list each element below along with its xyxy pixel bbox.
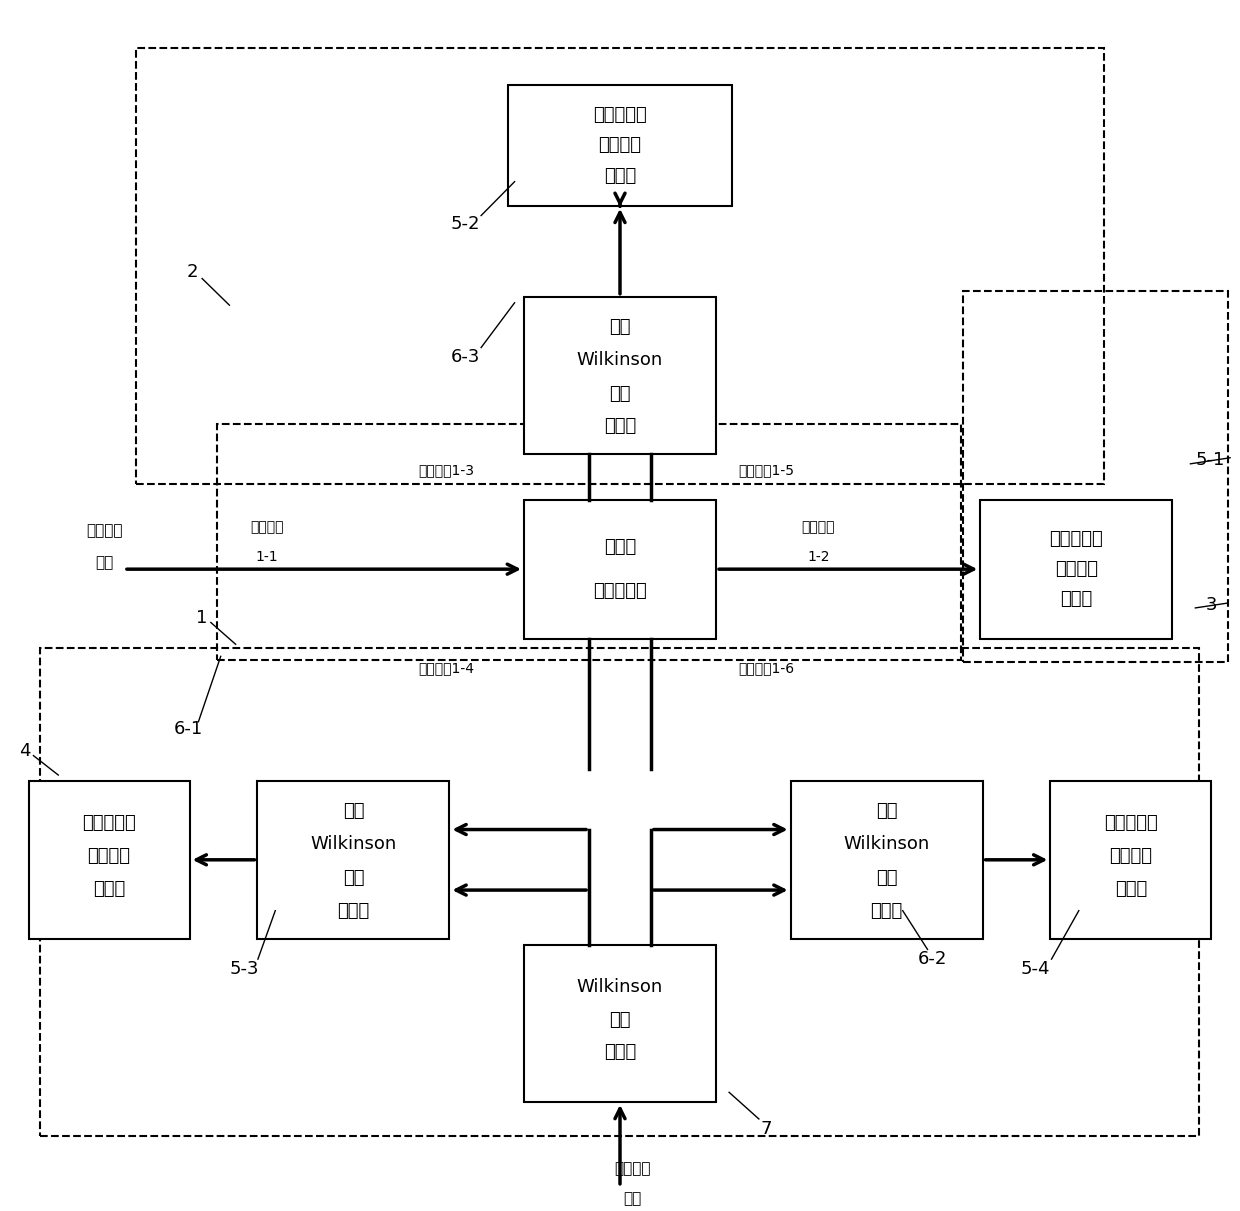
Text: 第三端口1-3: 第三端口1-3: [418, 463, 475, 477]
Text: 输入: 输入: [624, 1192, 641, 1206]
Text: Wilkinson: Wilkinson: [843, 836, 930, 853]
Bar: [257, 781, 449, 939]
Text: 第一端口: 第一端口: [249, 520, 284, 534]
Text: 第六端口1-6: 第六端口1-6: [738, 661, 795, 676]
Text: 5-2: 5-2: [450, 216, 480, 233]
Bar: [40, 648, 1199, 1136]
Text: 1: 1: [196, 609, 208, 626]
Text: 第三: 第三: [609, 318, 631, 335]
Text: 7: 7: [760, 1120, 773, 1137]
Text: 参考信号: 参考信号: [614, 1161, 651, 1176]
Bar: [136, 48, 1104, 484]
Text: 功率: 功率: [609, 1011, 631, 1028]
Text: 微波功率: 微波功率: [599, 137, 641, 154]
Text: 5-4: 5-4: [1021, 960, 1050, 977]
Text: 功率: 功率: [609, 385, 631, 402]
Text: 第五端口1-5: 第五端口1-5: [738, 463, 795, 477]
Text: 传感器: 传感器: [1060, 591, 1092, 608]
Text: 传感器: 传感器: [604, 167, 636, 184]
Text: 待测信号: 待测信号: [86, 523, 123, 538]
Text: 第三间接式: 第三间接式: [82, 815, 136, 832]
Bar: [508, 85, 732, 206]
Text: 第一间接式: 第一间接式: [1049, 530, 1104, 547]
Text: 6-2: 6-2: [918, 951, 947, 968]
Text: 微波功率: 微波功率: [88, 848, 130, 865]
Bar: [523, 945, 717, 1102]
Text: 微波功率: 微波功率: [1110, 848, 1152, 865]
Text: 第四间接式: 第四间接式: [1104, 815, 1158, 832]
Bar: [523, 500, 717, 639]
Text: 第一: 第一: [342, 803, 365, 820]
Bar: [29, 781, 190, 939]
Text: Wilkinson: Wilkinson: [310, 836, 397, 853]
Text: Wilkinson: Wilkinson: [577, 351, 663, 368]
Text: 第二间接式: 第二间接式: [593, 107, 647, 124]
Text: 第二: 第二: [875, 803, 898, 820]
Text: 合成器: 合成器: [870, 902, 903, 919]
Text: 缝隙耦合器: 缝隙耦合器: [593, 582, 647, 599]
Text: 传感器: 传感器: [93, 880, 125, 897]
Text: 2: 2: [186, 264, 198, 281]
Bar: [963, 291, 1228, 662]
Text: 1-2: 1-2: [807, 550, 830, 564]
Text: 6-3: 6-3: [450, 349, 480, 366]
Bar: [791, 781, 982, 939]
Text: 六端口: 六端口: [604, 539, 636, 556]
Text: 传感器: 传感器: [1115, 880, 1147, 897]
Text: 微波功率: 微波功率: [1055, 561, 1097, 578]
Text: 5-3: 5-3: [229, 960, 259, 977]
Text: Wilkinson: Wilkinson: [577, 978, 663, 995]
Text: 合成器: 合成器: [337, 902, 370, 919]
Text: 功率: 功率: [875, 869, 898, 886]
Text: 合成器: 合成器: [604, 418, 636, 435]
Bar: [980, 500, 1173, 639]
Text: 第二端口: 第二端口: [801, 520, 836, 534]
Text: 4: 4: [19, 742, 31, 759]
Text: 输入: 输入: [95, 556, 113, 570]
Text: 第四端口1-4: 第四端口1-4: [418, 661, 475, 676]
Text: 功率: 功率: [342, 869, 365, 886]
Text: 5-1: 5-1: [1195, 452, 1225, 469]
Text: 分配器: 分配器: [604, 1044, 636, 1061]
Bar: [1050, 781, 1211, 939]
Bar: [217, 424, 961, 660]
Bar: [523, 297, 717, 454]
Text: 6-1: 6-1: [174, 721, 203, 737]
Text: 3: 3: [1205, 597, 1218, 614]
Text: 1-1: 1-1: [255, 550, 278, 564]
